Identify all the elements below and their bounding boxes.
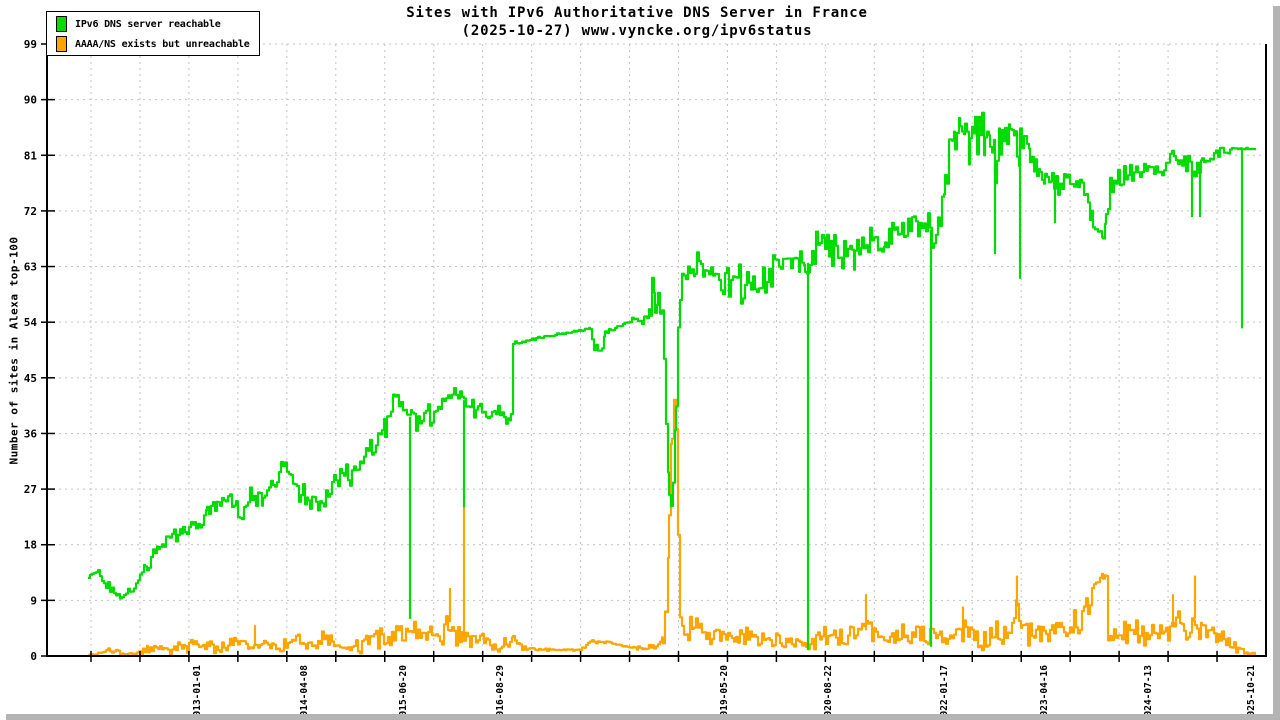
- x-tick-label: 2014-04-08: [299, 665, 310, 720]
- chart-title-line2: (2025-10-27) www.vyncke.org/ipv6status: [461, 23, 813, 39]
- y-tick-label: 63: [24, 261, 37, 274]
- series-lines: [88, 111, 1257, 657]
- y-tick-label: 45: [24, 372, 37, 385]
- y-tick-label: 18: [24, 539, 37, 552]
- legend-swatch-green: [56, 16, 67, 32]
- y-tick-label: 72: [24, 205, 37, 218]
- axes: 0 9 18 27 36 45 54 63 72 81 90 99 2013-01-01 2014-04-…: [24, 38, 1267, 720]
- x-tick-label: 2023-04-16: [1039, 665, 1050, 720]
- x-tick-label: 2024-07-13: [1143, 665, 1154, 720]
- x-tick-label: 2020-08-22: [823, 665, 834, 720]
- legend-label-reachable: IPv6 DNS server reachable: [75, 18, 221, 30]
- legend-box: IPv6 DNS server reachable AAAA/NS exists…: [46, 11, 260, 56]
- x-tick-label: 2015-06-20: [398, 665, 409, 720]
- page-edge-bottom: [6, 714, 1280, 720]
- y-tick-label: 99: [24, 38, 37, 51]
- x-tick-label: 2025-10-21: [1246, 665, 1257, 720]
- y-tick-label: 9: [30, 594, 37, 607]
- legend-label-unreachable: AAAA/NS exists but unreachable: [75, 38, 250, 50]
- series-line: [88, 398, 1257, 657]
- page-edge-right: [1273, 6, 1280, 720]
- x-tick-label: 2013-01-01: [192, 665, 203, 720]
- x-tick-label: 2019-05-20: [719, 665, 730, 720]
- y-tick-label: 90: [24, 94, 37, 107]
- y-tick-label: 0: [30, 650, 37, 663]
- x-tick-label: 2022-01-17: [939, 665, 950, 720]
- legend-item-unreachable: AAAA/NS exists but unreachable: [56, 36, 259, 52]
- y-tick-label: 54: [24, 316, 38, 329]
- legend-swatch-orange: [56, 36, 67, 52]
- plot-border: [46, 44, 1267, 657]
- chart-title-line1: Sites with IPv6 Authoritative DNS Server…: [406, 5, 868, 21]
- y-tick-label: 81: [24, 149, 38, 162]
- x-tick-label: 2016-08-29: [495, 665, 506, 720]
- y-tick-label: 27: [24, 483, 37, 496]
- gridlines: [47, 43, 1266, 656]
- legend-item-reachable: IPv6 DNS server reachable: [56, 16, 259, 32]
- y-tick-label: 36: [24, 427, 38, 440]
- series-line: [88, 111, 1256, 600]
